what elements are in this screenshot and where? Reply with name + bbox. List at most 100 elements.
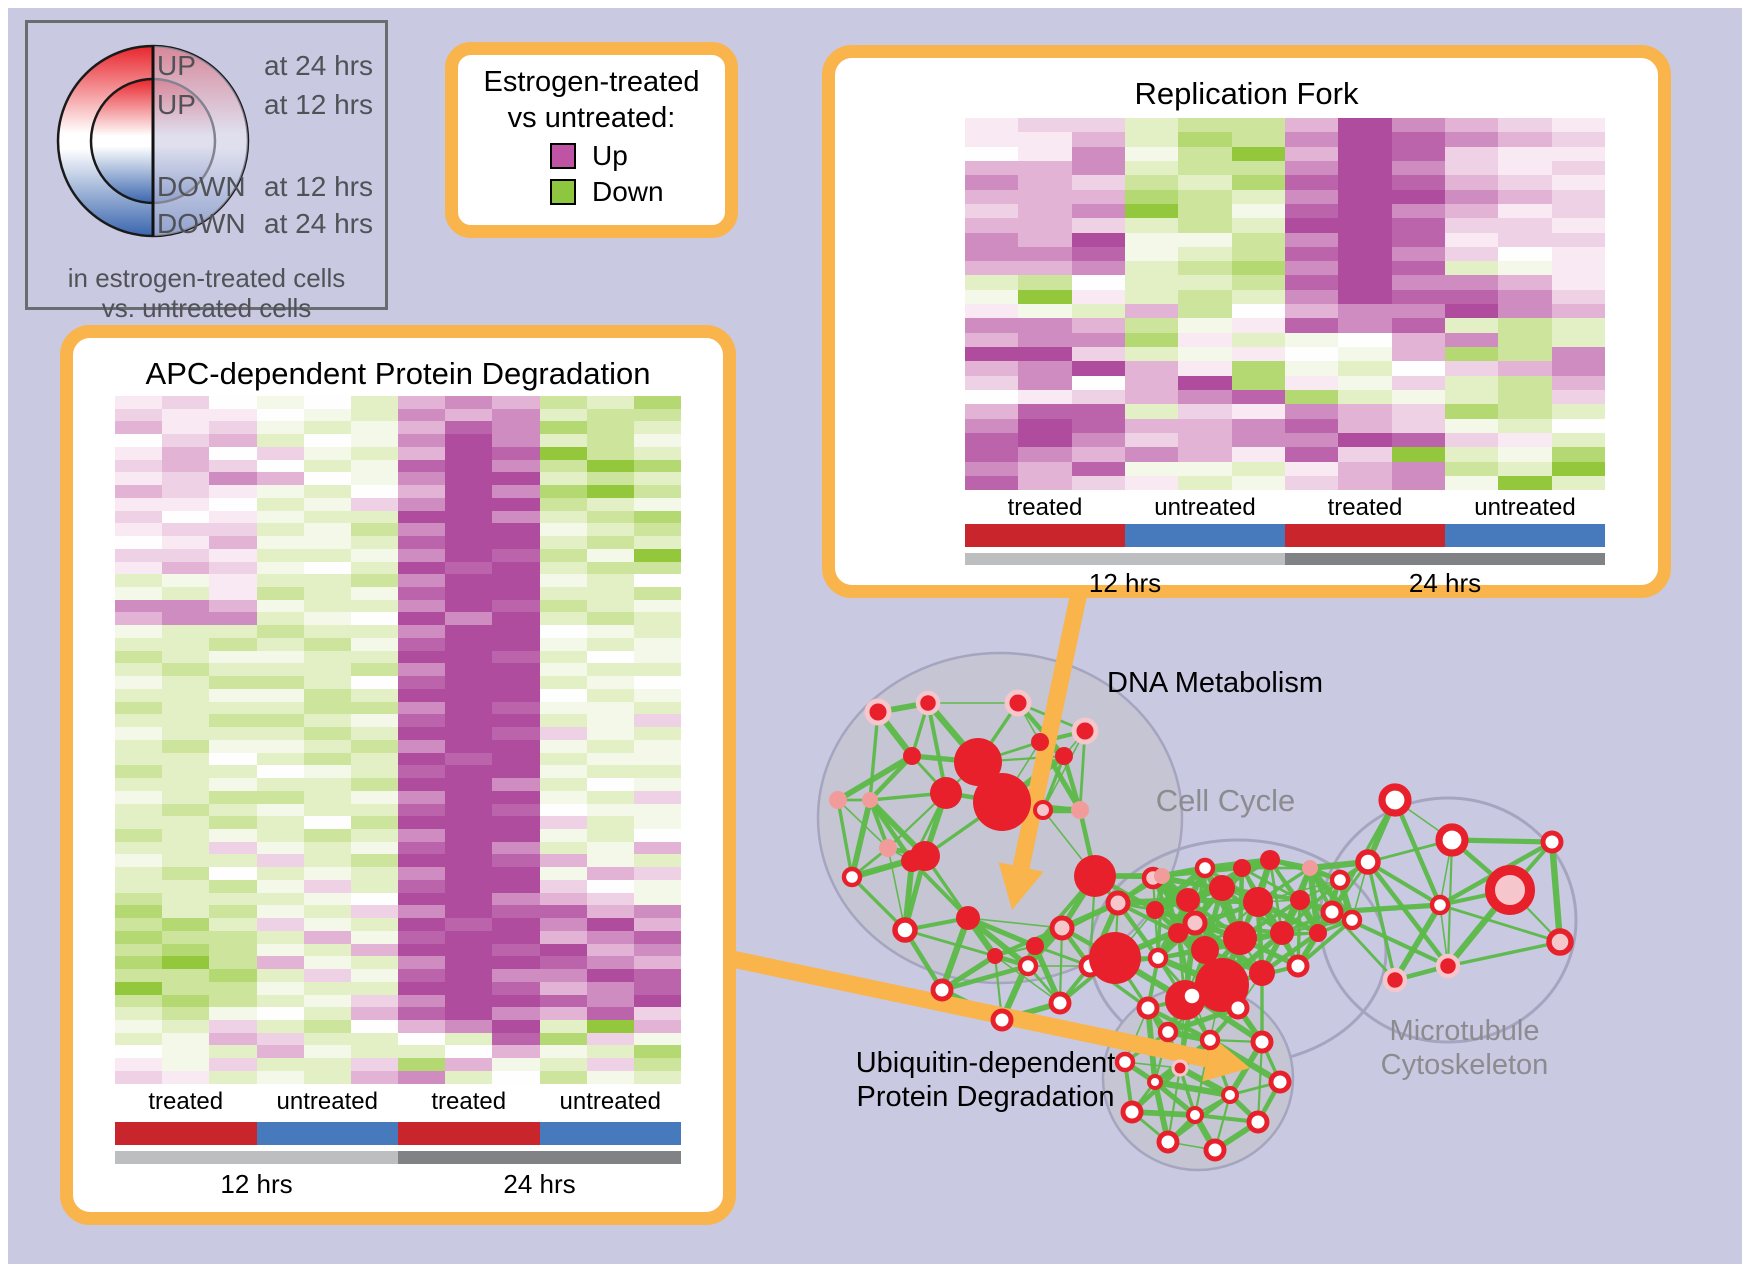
heatmap-cell (1071, 189, 1125, 204)
network-edge (1439, 903, 1561, 944)
heatmap-cell (162, 650, 210, 664)
heatmap-cell (1178, 375, 1232, 390)
heatmap-cell (633, 472, 682, 486)
network-node (1179, 983, 1205, 1009)
heatmap-cell (115, 1007, 163, 1020)
heatmap-cell (256, 472, 304, 486)
heatmap-cell (492, 803, 540, 817)
heatmap-cell (398, 587, 446, 600)
heatmap-cell (539, 752, 587, 766)
heatmap-cell (1391, 304, 1445, 319)
heatmap-cell (492, 918, 540, 931)
heatmap-cell (492, 943, 540, 957)
heatmap-cell (350, 918, 399, 931)
heatmap-cell (492, 816, 540, 829)
heatmap-cell (633, 879, 682, 893)
heatmap-cell (162, 905, 210, 919)
heatmap-cell (492, 497, 540, 511)
heatmap-cell (209, 854, 257, 868)
heatmap-cell (256, 599, 304, 613)
apc-time-labels: 12 hrs 24 hrs (115, 1169, 681, 1201)
heatmap-cell (965, 132, 1019, 147)
heatmap-row (115, 1045, 682, 1059)
network-node (1243, 887, 1273, 917)
heatmap-row (115, 1058, 682, 1071)
heatmap-cell (1071, 475, 1125, 491)
heatmap-row (115, 434, 682, 447)
heatmap-cell (1338, 461, 1392, 476)
heatmap-cell (115, 574, 163, 588)
heatmap-cell (350, 676, 399, 689)
heatmap-cell (1551, 189, 1605, 204)
heatmap-cell (539, 587, 587, 600)
heatmap-cell (1338, 404, 1392, 419)
heatmap-cell (350, 523, 399, 537)
network-node (1120, 1100, 1144, 1124)
heatmap-cell (209, 778, 257, 791)
group-bar (965, 524, 1125, 547)
heatmap-cell (162, 969, 210, 982)
network-node (930, 777, 962, 809)
heatmap-cell (1284, 275, 1339, 290)
heatmap-cell (445, 828, 493, 842)
heatmap-row (115, 625, 682, 638)
heatmap-row (115, 752, 682, 766)
heatmap-cell (633, 816, 682, 829)
heatmap-cell (1391, 289, 1445, 305)
heatmap-cell (256, 867, 304, 880)
heatmap-cell (633, 1045, 682, 1059)
heatmap-cell (445, 841, 493, 855)
heatmap-cell (1284, 461, 1339, 476)
heatmap-cell (209, 663, 257, 677)
heatmap-cell (965, 404, 1019, 419)
heatmap-cell (1071, 160, 1125, 176)
heatmap-cell (633, 612, 682, 626)
up-swatch-icon (550, 142, 576, 169)
heatmap-cell (633, 434, 682, 447)
heatmap-cell (209, 739, 257, 753)
heatmap-cell (1178, 246, 1232, 262)
heatmap-cell (398, 625, 446, 638)
heatmap-cell (1284, 404, 1339, 419)
heatmap-cell (586, 1058, 634, 1071)
network-edge (868, 754, 914, 802)
heatmap-cell (209, 994, 257, 1008)
heatmap-cell (445, 930, 493, 944)
heatmap-cell (350, 828, 399, 842)
heatmap-cell (303, 421, 351, 435)
heatmap-cell (586, 1032, 634, 1046)
heatmap-cell (1444, 475, 1499, 491)
heatmap-row (115, 841, 682, 855)
heatmap-cell (1018, 475, 1072, 491)
network-node (1017, 955, 1039, 977)
heatmap-row (965, 261, 1605, 276)
heatmap-cell (539, 510, 587, 524)
heatmap-cell (1498, 232, 1552, 247)
heatmap-cell (1391, 432, 1445, 448)
heatmap-cell (539, 485, 587, 498)
heatmap-cell (350, 459, 399, 473)
heatmap-cell (1444, 203, 1499, 219)
heatmap-cell (1551, 347, 1605, 362)
heatmap-cell (115, 688, 163, 702)
heatmap-cell (209, 510, 257, 524)
heatmap-cell (209, 803, 257, 817)
heatmap-cell (1124, 132, 1179, 147)
heatmap-cell (492, 587, 540, 600)
heatmap-row (115, 612, 682, 626)
heatmap-cell (539, 816, 587, 829)
heatmap-cell (445, 574, 493, 588)
heatmap-row (965, 146, 1605, 161)
heatmap-cell (492, 548, 540, 562)
heatmap-cell (1338, 203, 1392, 219)
heatmap-row (115, 421, 682, 435)
heatmap-cell (350, 472, 399, 486)
heatmap-cell (492, 561, 540, 575)
heatmap-cell (162, 548, 210, 562)
heatmap-cell (256, 841, 304, 855)
heatmap-cell (965, 332, 1019, 347)
heatmap-cell (1018, 232, 1072, 247)
heatmap-cell (586, 561, 634, 575)
heatmap-cell (1391, 418, 1445, 433)
network-edge (1268, 859, 1284, 934)
